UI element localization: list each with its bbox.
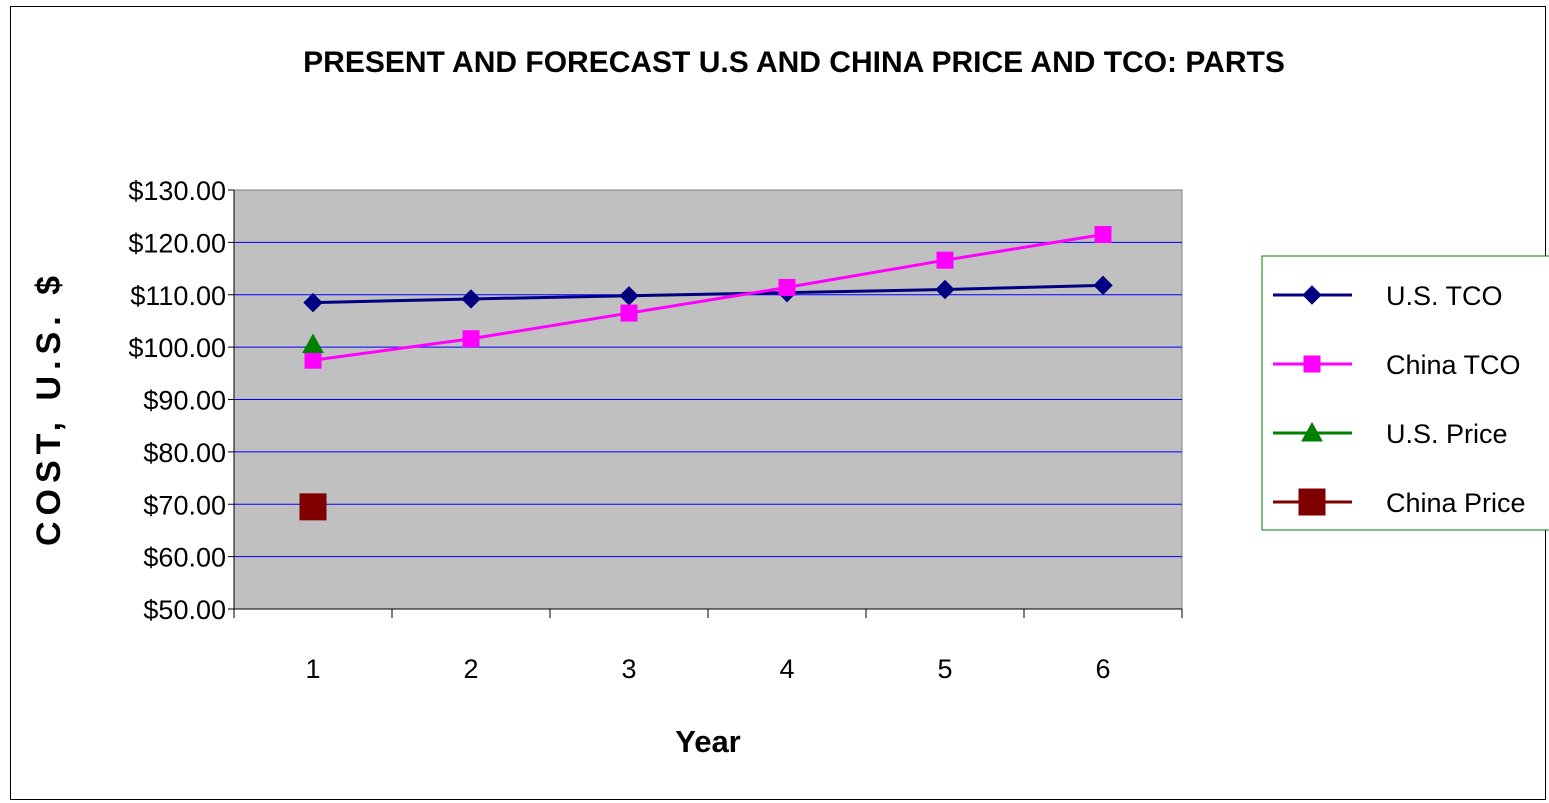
series-line: [312, 283, 1104, 305]
series-layer: [299, 226, 1113, 521]
legend-label: China Price: [1386, 488, 1526, 518]
data-point: [304, 351, 322, 369]
y-tick-label: $70.00: [143, 490, 226, 520]
y-tick-label: $90.00: [143, 386, 226, 416]
data-point: [299, 493, 327, 521]
chart-title: PRESENT AND FORECAST U.S AND CHINA PRICE…: [303, 46, 1285, 79]
y-tick-label: $120.00: [128, 228, 226, 258]
data-point: [303, 292, 323, 313]
y-tick-label: $80.00: [143, 438, 226, 468]
legend-marker: [1302, 285, 1322, 305]
x-tick-label: 6: [1095, 654, 1110, 684]
data-point: [778, 278, 796, 296]
data-point: [1093, 275, 1113, 296]
series-china-price: [299, 493, 327, 521]
y-tick-label: $130.00: [128, 176, 226, 206]
data-point: [936, 251, 954, 269]
legend-marker: [1298, 488, 1326, 516]
y-tick-label: $50.00: [143, 595, 226, 625]
data-point: [935, 279, 955, 300]
x-tick-label: 3: [621, 654, 636, 684]
data-point: [1094, 226, 1112, 244]
y-tick-label: $110.00: [130, 281, 226, 311]
legend-label: U.S. Price: [1386, 419, 1508, 449]
x-tick-label: 1: [305, 654, 320, 684]
y-axis-title: COST, U.S. $: [30, 270, 68, 546]
legend-label: China TCO: [1386, 350, 1521, 380]
data-point: [462, 330, 480, 348]
series-u-s-tco: [303, 275, 1113, 313]
x-tick-label: 5: [937, 654, 952, 684]
y-tick-label: $60.00: [143, 543, 226, 573]
gridlines: [234, 241, 1182, 558]
x-tick-label: 4: [779, 654, 794, 684]
legend: U.S. TCO China TCO U.S. Price China Price: [1261, 255, 1549, 531]
data-point: [302, 333, 324, 354]
legend-label: U.S. TCO: [1386, 281, 1503, 311]
axes: $50.00 $60.00 $70.00 $80.00 $90.00 $100.00 $11…: [128, 176, 1183, 684]
series-line: [312, 233, 1104, 362]
series-u-s-price: [302, 333, 324, 354]
data-point: [461, 289, 481, 309]
data-point: [620, 304, 638, 322]
legend-marker: [1301, 421, 1323, 442]
series-china-tco: [304, 226, 1112, 369]
y-tick-label: $100.00: [128, 333, 226, 363]
legend-marker: [1303, 355, 1321, 373]
x-tick-label: 2: [463, 654, 478, 684]
x-axis-title: Year: [675, 724, 741, 759]
